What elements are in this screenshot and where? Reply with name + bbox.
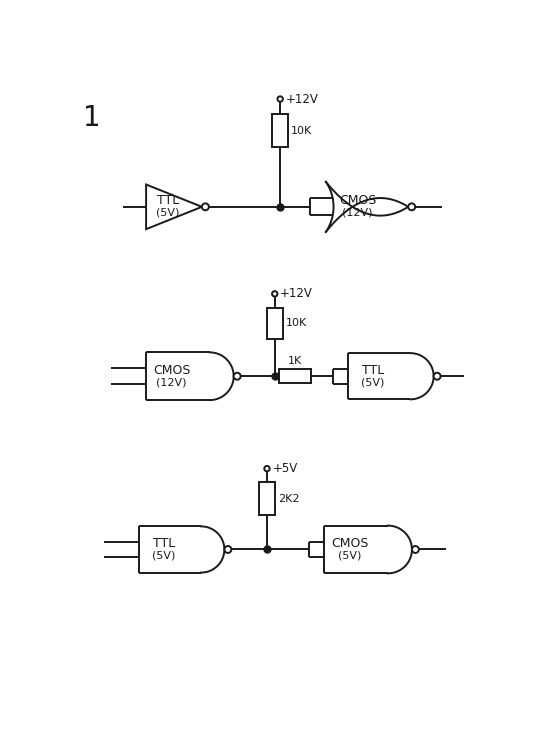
Bar xyxy=(267,308,282,338)
Text: (5V): (5V) xyxy=(152,550,175,561)
Circle shape xyxy=(433,373,441,380)
Text: 2K2: 2K2 xyxy=(278,494,299,504)
Bar xyxy=(279,370,311,383)
Circle shape xyxy=(224,546,231,553)
Circle shape xyxy=(234,373,241,380)
Text: TTL: TTL xyxy=(157,194,179,207)
Circle shape xyxy=(412,546,419,553)
Text: CMOS: CMOS xyxy=(339,194,376,207)
Text: (5V): (5V) xyxy=(361,378,385,387)
Text: TTL: TTL xyxy=(153,537,175,550)
Circle shape xyxy=(278,96,283,102)
Text: (5V): (5V) xyxy=(156,208,179,218)
Circle shape xyxy=(272,291,278,297)
Text: 10K: 10K xyxy=(291,125,312,136)
Text: 1: 1 xyxy=(83,104,101,133)
Circle shape xyxy=(264,466,270,472)
Circle shape xyxy=(202,203,209,210)
Text: CMOS: CMOS xyxy=(331,537,369,550)
Bar xyxy=(259,483,275,515)
Text: 1K: 1K xyxy=(288,356,302,366)
Text: +5V: +5V xyxy=(273,462,297,475)
Text: +12V: +12V xyxy=(286,93,319,106)
Circle shape xyxy=(408,203,415,210)
Text: CMOS: CMOS xyxy=(153,364,190,377)
Bar xyxy=(273,114,288,147)
Text: (12V): (12V) xyxy=(342,208,373,218)
Text: (5V): (5V) xyxy=(338,550,362,561)
Text: TTL: TTL xyxy=(362,364,384,377)
Text: 10K: 10K xyxy=(286,318,307,328)
Text: (12V): (12V) xyxy=(157,378,187,387)
Text: +12V: +12V xyxy=(280,287,313,300)
